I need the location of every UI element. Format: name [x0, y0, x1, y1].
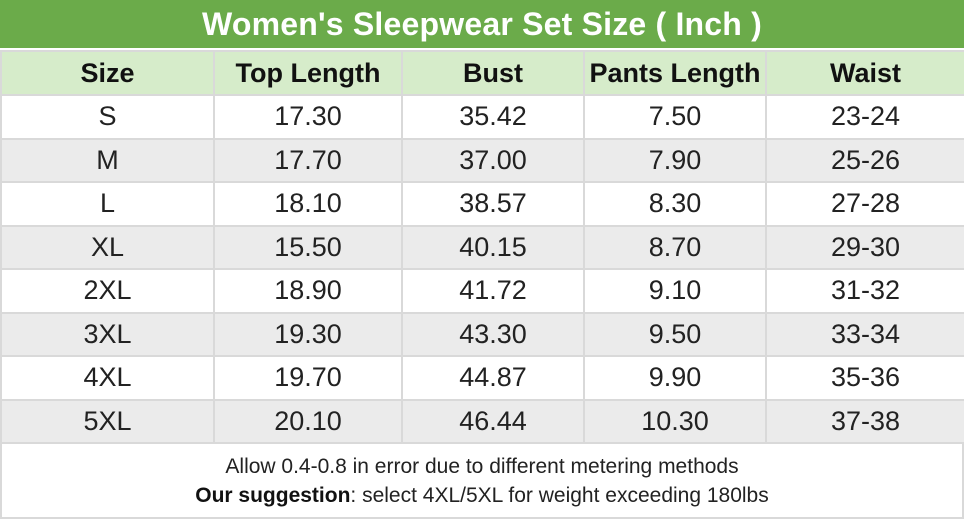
table-cell: 2XL — [0, 268, 215, 314]
chart-title: Women's Sleepwear Set Size ( Inch ) — [0, 0, 964, 50]
table-row: XL 15.50 40.15 8.70 29-30 — [0, 224, 964, 270]
table-cell: 44.87 — [401, 355, 585, 401]
table-cell: 18.10 — [213, 181, 403, 227]
header-cell: Top Length — [213, 50, 403, 96]
table-cell: L — [0, 181, 215, 227]
table-cell: 41.72 — [401, 268, 585, 314]
table-cell: 7.90 — [583, 137, 767, 183]
suggestion-line: Our suggestion: select 4XL/5XL for weigh… — [195, 481, 769, 510]
table-cell: 10.30 — [583, 398, 767, 444]
table-cell: 35.42 — [401, 94, 585, 140]
table-cell: M — [0, 137, 215, 183]
table-cell: 9.10 — [583, 268, 767, 314]
table-cell: 23-24 — [765, 94, 964, 140]
table-cell: 27-28 — [765, 181, 964, 227]
table-cell: 9.90 — [583, 355, 767, 401]
table-cell: 3XL — [0, 311, 215, 357]
table-cell: 43.30 — [401, 311, 585, 357]
header-cell: Waist — [765, 50, 964, 96]
table-cell: 25-26 — [765, 137, 964, 183]
table-cell: 31-32 — [765, 268, 964, 314]
error-tolerance-text: Allow 0.4-0.8 in error due to different … — [225, 454, 739, 478]
table-row: L 18.10 38.57 8.30 27-28 — [0, 181, 964, 227]
table-cell: 17.30 — [213, 94, 403, 140]
table-cell: 5XL — [0, 398, 215, 444]
table-cell: 20.10 — [213, 398, 403, 444]
table-cell: 19.30 — [213, 311, 403, 357]
table-cell: 35-36 — [765, 355, 964, 401]
table-row: M 17.70 37.00 7.90 25-26 — [0, 137, 964, 183]
table-cell: 4XL — [0, 355, 215, 401]
table-cell: 8.70 — [583, 224, 767, 270]
table-cell: XL — [0, 224, 215, 270]
table-row: 3XL 19.30 43.30 9.50 33-34 — [0, 311, 964, 357]
table-row: 5XL 20.10 46.44 10.30 37-38 — [0, 398, 964, 444]
table-cell: 7.50 — [583, 94, 767, 140]
table-cell: 18.90 — [213, 268, 403, 314]
measurement-note: Allow 0.4-0.8 in error due to different … — [0, 444, 964, 519]
header-cell: Pants Length — [583, 50, 767, 96]
table-cell: 37.00 — [401, 137, 585, 183]
suggestion-label: Our suggestion — [195, 483, 351, 507]
table-cell: 37-38 — [765, 398, 964, 444]
table-cell: S — [0, 94, 215, 140]
suggestion-text: : select 4XL/5XL for weight exceeding 18… — [350, 483, 769, 507]
table-row: S 17.30 35.42 7.50 23-24 — [0, 94, 964, 140]
table-cell: 19.70 — [213, 355, 403, 401]
table-cell: 17.70 — [213, 137, 403, 183]
table-cell: 46.44 — [401, 398, 585, 444]
table-cell: 8.30 — [583, 181, 767, 227]
header-cell: Size — [0, 50, 215, 96]
table-cell: 40.15 — [401, 224, 585, 270]
table-cell: 29-30 — [765, 224, 964, 270]
table-cell: 33-34 — [765, 311, 964, 357]
table-cell: 38.57 — [401, 181, 585, 227]
table-cell: 15.50 — [213, 224, 403, 270]
table-row: 4XL 19.70 44.87 9.90 35-36 — [0, 355, 964, 401]
header-row: Size Top Length Bust Pants Length Waist — [0, 50, 964, 96]
table-row: 2XL 18.90 41.72 9.10 31-32 — [0, 268, 964, 314]
size-table: Size Top Length Bust Pants Length Waist … — [0, 50, 964, 444]
header-cell: Bust — [401, 50, 585, 96]
table-cell: 9.50 — [583, 311, 767, 357]
